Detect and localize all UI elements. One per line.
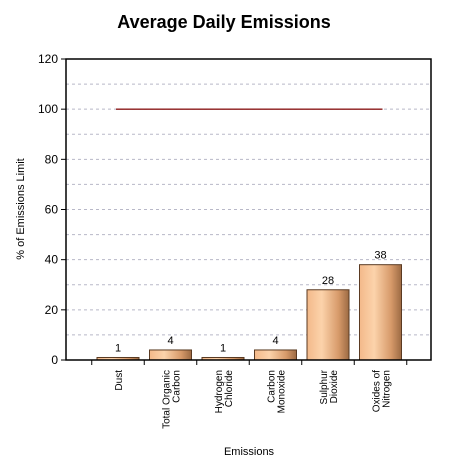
x-category-label-line: Carbon xyxy=(172,370,183,403)
x-category-label: CarbonMonoxide xyxy=(267,370,288,414)
y-tick-label: 80 xyxy=(45,152,59,166)
grid-lines xyxy=(66,83,431,336)
data-labels: 1 4 1 4 28 38 xyxy=(115,250,387,355)
y-tick-label: 100 xyxy=(38,102,58,116)
x-category-labels: Dust Total OrganicCarbon HydrogenChloride C… xyxy=(114,369,393,429)
x-category-label-line: Nitrogen xyxy=(382,370,393,408)
x-category-label: Dust xyxy=(114,370,125,391)
data-label: 1 xyxy=(220,342,226,354)
y-axis-label: % of Emissions Limit xyxy=(15,158,27,259)
y-tick-label: 120 xyxy=(38,52,58,66)
x-category-label-line: Carbon xyxy=(267,370,278,403)
x-category-label-line: Hydrogen xyxy=(214,370,225,413)
chart-title: Average Daily Emissions xyxy=(117,12,330,32)
bar xyxy=(306,289,350,361)
y-tick-label: 60 xyxy=(45,203,59,217)
bars xyxy=(96,264,402,361)
x-category-label: SulphurDioxide xyxy=(319,369,340,404)
x-category-label-line: Total Organic xyxy=(162,370,173,429)
bar xyxy=(254,349,297,361)
data-label: 4 xyxy=(167,335,173,347)
y-tick-label: 20 xyxy=(45,303,59,317)
x-category-label: Total OrganicCarbon xyxy=(162,370,183,429)
bar xyxy=(149,349,192,361)
x-axis-label: Emissions xyxy=(224,446,275,458)
x-category-label-line: Monoxide xyxy=(277,370,288,414)
data-label: 38 xyxy=(374,250,386,262)
x-category-label-line: Dust xyxy=(114,370,125,391)
x-category-label: Oxides ofNitrogen xyxy=(372,370,393,412)
x-category-label-line: Sulphur xyxy=(319,369,330,404)
y-tick-labels: 0 20 40 60 80 100 120 xyxy=(38,52,58,367)
x-category-label: HydrogenChloride xyxy=(214,370,235,414)
data-label: 4 xyxy=(272,335,278,347)
data-label: 28 xyxy=(322,275,334,287)
y-tick-label: 0 xyxy=(51,353,58,367)
x-category-label-line: Oxides of xyxy=(372,370,383,412)
axes xyxy=(61,58,432,365)
y-tick-label: 40 xyxy=(45,253,59,267)
x-category-label-line: Chloride xyxy=(224,370,235,408)
data-label: 1 xyxy=(115,342,121,354)
bar xyxy=(359,264,402,361)
x-category-label-line: Dioxide xyxy=(329,370,340,404)
